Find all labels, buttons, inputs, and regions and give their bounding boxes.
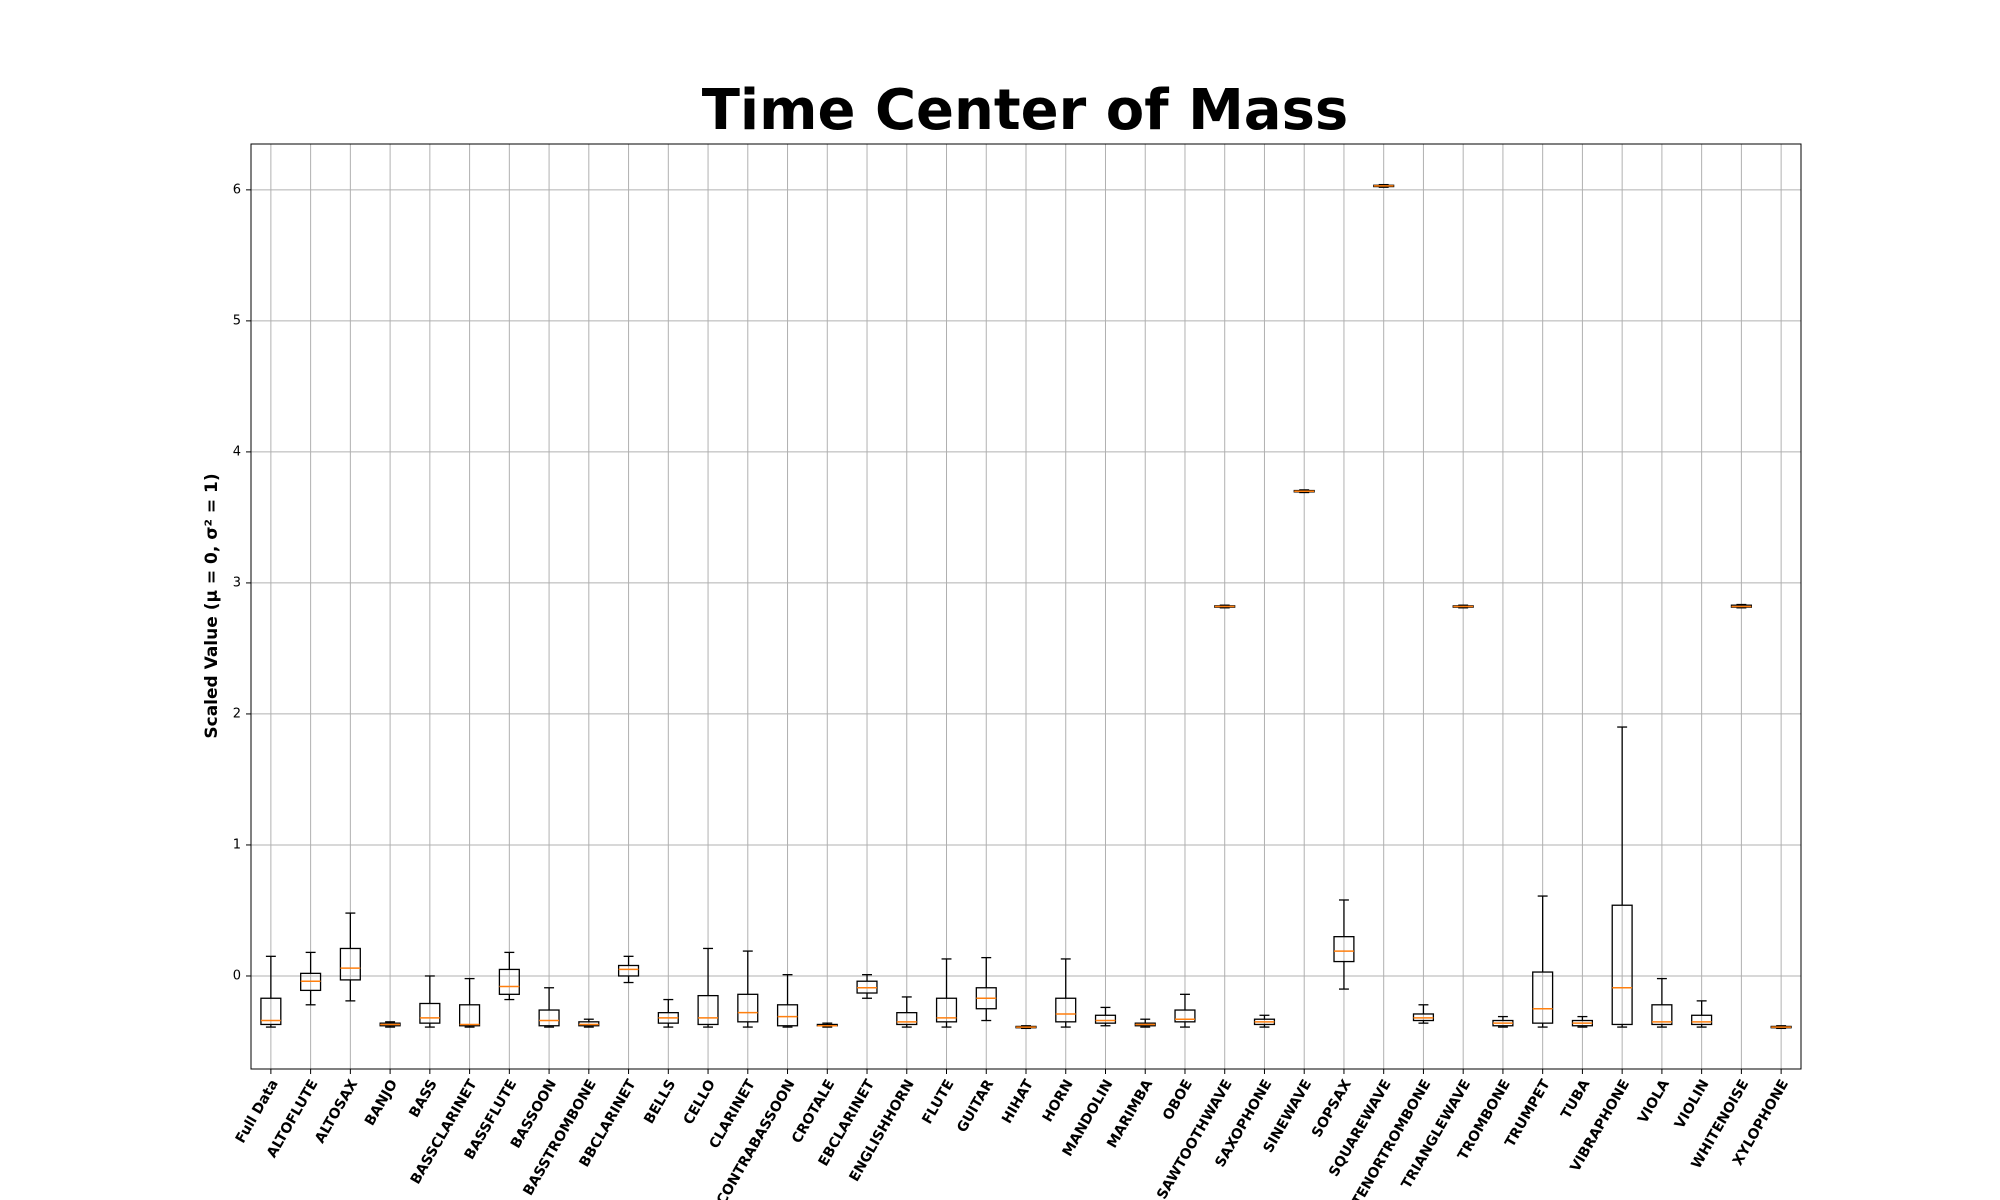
box [776, 1004, 799, 1027]
box [260, 997, 282, 1026]
box [498, 968, 520, 995]
y-tick-label: 2 [233, 706, 241, 721]
box [1055, 997, 1077, 1023]
box [1094, 1014, 1117, 1024]
box [737, 993, 759, 1023]
box [697, 994, 719, 1026]
box [339, 947, 361, 981]
y-tick-label: 5 [233, 313, 241, 328]
y-tick-label: 3 [233, 575, 241, 590]
box [459, 1004, 481, 1027]
y-axis-label: Scaled Value (μ = 0, σ² = 1) [202, 473, 222, 738]
y-tick-label: 1 [233, 837, 241, 852]
y-tick-label: 4 [233, 444, 241, 459]
box [538, 1009, 560, 1027]
chart-title: Time Center of Mass [702, 78, 1349, 143]
box [1611, 904, 1633, 1026]
box [419, 1002, 441, 1024]
box [896, 1012, 918, 1026]
box [1651, 1004, 1673, 1026]
plot-frame [250, 143, 1802, 1070]
box [1174, 1009, 1196, 1023]
box [1532, 971, 1554, 1024]
box [1691, 1014, 1713, 1026]
box [935, 997, 958, 1023]
box [1333, 936, 1355, 963]
y-tick-label: 0 [233, 968, 241, 983]
box [617, 964, 640, 977]
y-tick-label: 6 [233, 182, 241, 197]
